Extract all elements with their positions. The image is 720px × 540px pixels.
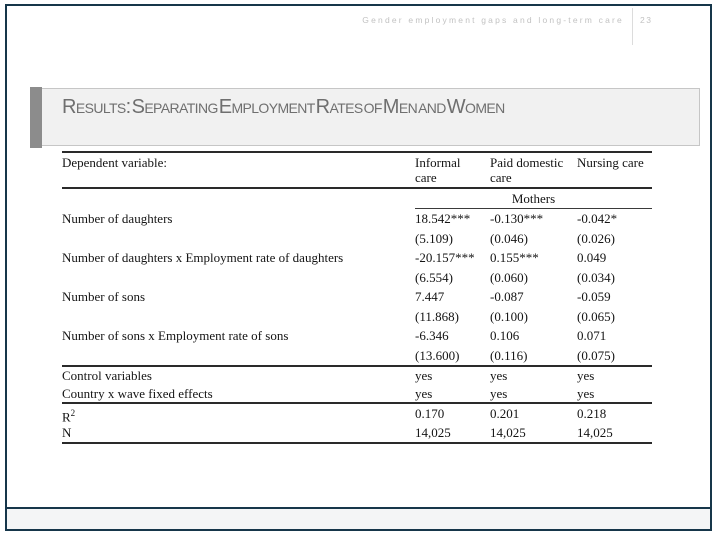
cell-value: 18.542*** <box>415 211 471 226</box>
cell-value: 0.106 <box>490 328 520 343</box>
row-label: Number of sons <box>62 289 146 304</box>
table-row-se: (11.868) (0.100) (0.065) <box>62 307 652 327</box>
dependent-variable-label: Dependent variable: <box>62 155 168 170</box>
cell-value: yes <box>415 385 433 401</box>
table-row-se: (6.554) (0.060) (0.034) <box>62 268 652 288</box>
cell-value: 0.170 <box>415 406 445 421</box>
cell-value: 7.447 <box>415 289 445 304</box>
table-rule-above-controls <box>62 365 652 367</box>
cell-se: (0.100) <box>490 308 528 324</box>
title-accent-bar <box>30 87 42 148</box>
group-header-row: Mothers <box>62 189 652 208</box>
cell-value: -0.130*** <box>490 211 544 226</box>
row-label: Number of daughters x Employment rate of… <box>62 250 344 265</box>
cell-value: yes <box>577 368 595 383</box>
header-separator <box>632 8 633 45</box>
cell-se: (0.116) <box>490 347 528 363</box>
cell-value: 14,025 <box>415 425 451 440</box>
cell-se: (0.065) <box>577 308 615 324</box>
cell-value: yes <box>577 385 595 401</box>
cell-value: -20.157*** <box>415 250 475 265</box>
empty-cell <box>62 346 415 366</box>
cell-se: (0.026) <box>577 230 615 246</box>
row-label: Number of daughters <box>62 211 173 226</box>
row-label: N <box>62 425 72 440</box>
empty-cell <box>62 268 415 288</box>
cell-value: yes <box>490 368 508 383</box>
table-row: Number of daughters x Employment rate of… <box>62 248 652 268</box>
cell-value: 14,025 <box>490 425 526 440</box>
running-header-title: Gender employment gaps and long-term car… <box>362 15 624 25</box>
group-header-mothers: Mothers <box>511 191 556 206</box>
results-table: Dependent variable: Informal care Paid d… <box>62 151 652 444</box>
cell-value: 14,025 <box>577 425 613 440</box>
cell-value: -0.087 <box>490 289 524 304</box>
cell-value: -0.042* <box>577 211 618 226</box>
table-rule-under-mothers <box>415 208 652 209</box>
cell-value: 0.218 <box>577 406 607 421</box>
table-row: Number of daughters 18.542*** -0.130*** … <box>62 209 652 229</box>
cell-value: yes <box>415 368 433 383</box>
table-row-controls: Control variables yes yes yes <box>62 367 652 385</box>
table-header-row: Dependent variable: Informal care Paid d… <box>62 153 652 187</box>
title-box: Results: Separating Employment Rates of … <box>30 87 700 148</box>
cell-se: (0.046) <box>490 230 528 246</box>
cell-se: (6.554) <box>415 269 453 285</box>
row-label: R2 <box>62 404 415 426</box>
footer-strip <box>7 507 710 529</box>
table-row-n: N 14,025 14,025 14,025 <box>62 423 652 442</box>
row-label: Country x wave fixed effects <box>62 385 213 401</box>
column-header-nursing-care: Nursing care <box>577 155 644 170</box>
row-label: Number of sons x Employment rate of sons <box>62 328 289 343</box>
table-row: Number of sons x Employment rate of sons… <box>62 326 652 346</box>
table-row-se: (13.600) (0.116) (0.075) <box>62 346 652 366</box>
cell-se: (0.034) <box>577 269 615 285</box>
row-label: Control variables <box>62 368 152 383</box>
column-header-informal-care: Informal care <box>415 155 461 185</box>
table-rule-under-header <box>62 187 652 189</box>
cell-value: 0.049 <box>577 250 607 265</box>
table-row-r-squared: R2 0.170 0.201 0.218 <box>62 404 652 426</box>
cell-se: (11.868) <box>415 308 459 324</box>
cell-value: 0.155*** <box>490 250 539 265</box>
cell-se: (0.060) <box>490 269 528 285</box>
cell-value: 0.071 <box>577 328 607 343</box>
table-row: Number of sons 7.447 -0.087 -0.059 <box>62 287 652 307</box>
empty-cell <box>62 229 415 249</box>
empty-cell <box>62 307 415 327</box>
table-rule-above-stats <box>62 402 652 404</box>
column-header-paid-domestic-care: Paid domestic care <box>490 155 564 185</box>
table-row-se: (5.109) (0.046) (0.026) <box>62 229 652 249</box>
cell-value: yes <box>490 385 508 401</box>
slide-title: Results: Separating Employment Rates of … <box>62 96 505 118</box>
table-rule-top <box>62 151 652 153</box>
r-squared-sup: 2 <box>70 408 76 418</box>
table-rule-bottom <box>62 442 652 444</box>
cell-value: 0.201 <box>490 406 520 421</box>
page-number: 23 <box>640 15 653 25</box>
cell-se: (0.075) <box>577 347 615 363</box>
cell-value: -6.346 <box>415 328 449 343</box>
cell-se: (13.600) <box>415 347 460 363</box>
empty-cell <box>62 189 415 208</box>
r-squared-label: R <box>62 409 71 425</box>
cell-value: -0.059 <box>577 289 611 304</box>
cell-se: (5.109) <box>415 230 453 246</box>
table-row-fixed-effects: Country x wave fixed effects yes yes yes <box>62 385 652 403</box>
